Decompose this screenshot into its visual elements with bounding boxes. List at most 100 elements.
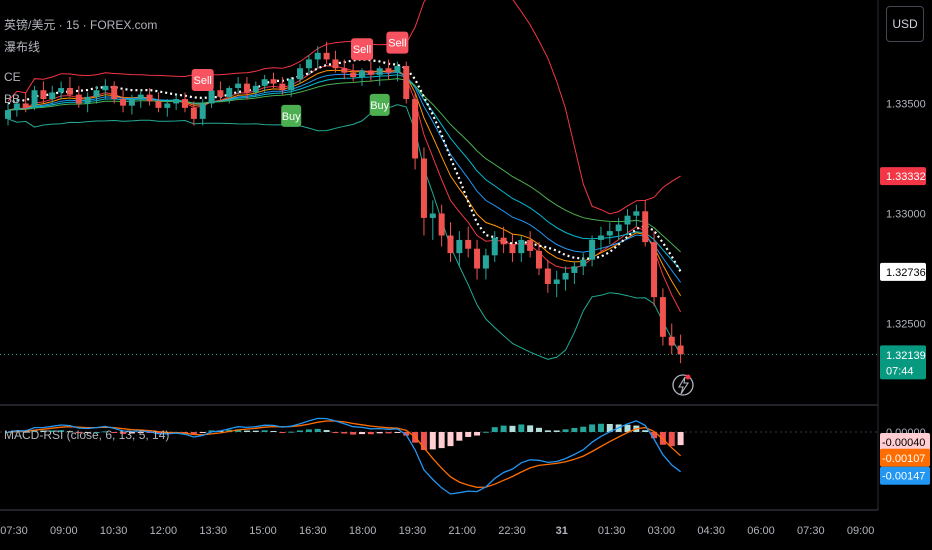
macd-histogram-bar: [208, 430, 215, 432]
macd-histogram-bar: [182, 432, 188, 433]
macd-histogram-bar: [474, 432, 481, 436]
candle-body: [456, 239, 463, 254]
candle-body: [13, 103, 20, 111]
candle-body: [518, 239, 525, 254]
candle-body: [677, 345, 684, 355]
candle-body: [589, 239, 596, 260]
candle-body: [217, 90, 224, 97]
price-label-text: 1.33332: [886, 171, 926, 183]
price-tick-label: 1.32500: [886, 319, 926, 331]
signal-badge: [369, 93, 390, 116]
waterfall-line: [7, 71, 682, 283]
time-tick-label: 04:30: [697, 525, 725, 537]
macd-histogram-bar: [456, 432, 463, 441]
macd-histogram-bar: [482, 431, 489, 433]
macd-histogram-bar: [102, 431, 109, 433]
candle-body: [606, 231, 613, 236]
indicator-waterfall[interactable]: 瀑布线: [4, 40, 41, 54]
macd-histogram-bar: [93, 431, 100, 433]
macd-histogram-bar: [553, 430, 560, 432]
candle-body: [385, 68, 392, 73]
candle-body: [243, 83, 250, 93]
signal-badge: [281, 104, 302, 127]
macd-histogram-bar: [527, 425, 534, 432]
macd-histogram-bar: [562, 429, 569, 432]
macd-histogram-bar: [341, 432, 348, 434]
macd-histogram-bar: [518, 424, 525, 432]
time-tick-label: 03:00: [648, 525, 676, 537]
candle-body: [571, 266, 578, 273]
time-tick-label: 10:30: [100, 525, 128, 537]
candle-body: [235, 83, 242, 89]
candle-body: [562, 272, 569, 280]
macd-histogram-bar: [66, 431, 73, 433]
macd-histogram-bar: [465, 432, 472, 437]
price-tick-label: 1.33000: [886, 209, 926, 221]
macd-histogram-bar: [350, 432, 357, 435]
candle-body: [270, 79, 277, 84]
candle-body: [75, 94, 82, 104]
time-tick-label: 18:00: [349, 525, 377, 537]
candle-body: [367, 70, 374, 75]
candle-body: [173, 99, 180, 104]
price-label-text: 1.32139: [886, 350, 926, 362]
price-tick-label: 1.33500: [886, 98, 926, 110]
macd-label-box: [880, 433, 930, 451]
candle-body: [341, 68, 348, 73]
macd-histogram-bar: [235, 429, 242, 432]
time-tick-label: 06:00: [747, 525, 775, 537]
candle-body: [447, 235, 454, 254]
candle-body: [509, 244, 516, 254]
candle-body: [482, 255, 489, 269]
macd-histogram-bar: [120, 432, 127, 434]
candle-body: [49, 92, 56, 100]
macd-label-box: [880, 466, 930, 485]
symbol-title[interactable]: 英镑/美元 · 15 · FOREX.com: [4, 18, 158, 32]
macd-histogram-bar: [128, 432, 135, 434]
candle-body: [297, 68, 304, 80]
macd-histogram-bar: [606, 423, 613, 432]
candle-body: [624, 215, 631, 225]
candle-body: [332, 59, 339, 69]
macd-label-box: [880, 448, 930, 467]
candle-body: [164, 103, 171, 108]
candle-body: [102, 85, 109, 91]
candle-body: [111, 85, 118, 100]
macd-histogram-bar: [500, 425, 507, 432]
ce-trailing-line: [7, 58, 682, 273]
candle-body: [288, 79, 295, 91]
indicator-lines: [7, 0, 682, 360]
time-tick-label: 09:00: [847, 525, 875, 537]
indicator-ce[interactable]: CE: [4, 70, 21, 84]
candle-body: [412, 99, 419, 159]
macd-histogram-bar: [403, 432, 410, 436]
macd-histogram-bar: [270, 430, 277, 432]
candle-body: [5, 110, 11, 119]
indicator-bb[interactable]: BB: [4, 92, 21, 106]
candle-body: [314, 52, 321, 60]
macd-panel: [0, 417, 878, 495]
candle-body: [465, 239, 472, 249]
price-label-box: [880, 262, 926, 281]
bb-upper-line: [7, 0, 681, 215]
time-tick-label: 31: [556, 525, 568, 537]
candle-body: [376, 68, 383, 75]
macd-histogram-bar: [314, 428, 321, 432]
macd-histogram-bar: [84, 432, 91, 433]
macd-legend[interactable]: MACD-RSI (close, 6, 13, 5, 14): [4, 428, 170, 442]
candle-body: [66, 88, 73, 95]
candle-body: [120, 99, 127, 106]
candle-body: [350, 72, 357, 78]
candle-body: [93, 90, 100, 97]
flash-icon[interactable]: [672, 374, 694, 396]
candle-body: [155, 101, 162, 108]
candle-body: [40, 90, 47, 100]
time-tick-label: 07:30: [0, 525, 28, 537]
waterfall-line: [7, 78, 681, 253]
time-tick-label: 22:30: [498, 525, 526, 537]
macd-histogram-bar: [544, 430, 551, 432]
macd-histogram-bar: [243, 430, 250, 432]
currency-button[interactable]: USD: [886, 6, 924, 42]
candle-body: [359, 70, 365, 78]
